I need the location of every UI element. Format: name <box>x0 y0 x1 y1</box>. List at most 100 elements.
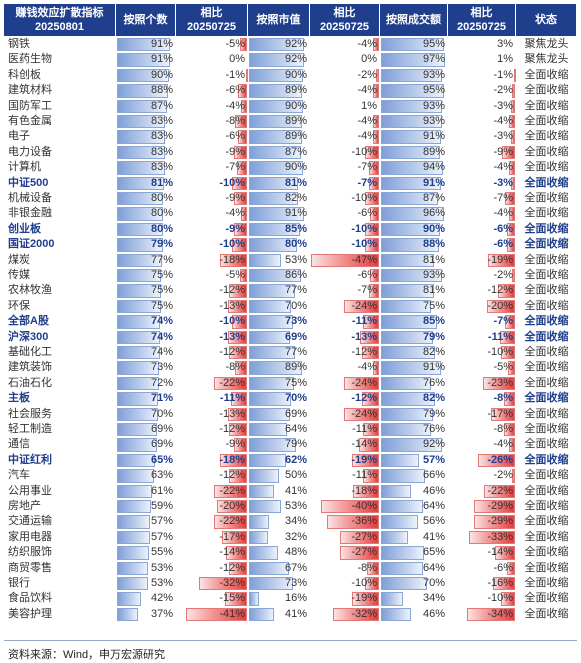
mcap-bar <box>249 192 299 206</box>
status-label: 全面收缩 <box>524 84 569 97</box>
status-label: 全面收缩 <box>524 500 569 512</box>
row-name: 房地产 <box>8 500 41 512</box>
count_chg-label: -6% <box>225 84 245 97</box>
count_chg-bar <box>221 530 247 545</box>
turnover_chg-bar <box>491 407 515 421</box>
source-note: 资料来源：Wind，申万宏源研究 <box>8 649 166 661</box>
count-bar <box>117 176 164 190</box>
mcap_chg-bar <box>373 84 379 98</box>
turnover-label: 85% <box>422 315 445 328</box>
count-bar <box>117 115 166 129</box>
turnover-label: 91% <box>422 176 445 189</box>
count-label: 81% <box>150 176 173 189</box>
count_chg-label: -14% <box>219 546 245 559</box>
turnover-label: 75% <box>422 299 445 312</box>
count-label: 53% <box>150 561 173 574</box>
turnover_chg-bar <box>486 299 515 314</box>
mcap_chg-label: -10% <box>351 145 377 158</box>
count_chg-label: -5% <box>225 38 245 50</box>
count-bar <box>117 330 160 344</box>
count_chg-bar <box>239 38 247 52</box>
mcap-label: 86% <box>284 269 307 281</box>
row-name: 全部A股 <box>8 315 49 328</box>
mcap-bar <box>249 346 296 360</box>
mcap_chg-bar <box>363 423 379 437</box>
count-label: 75% <box>150 284 173 297</box>
turnover_chg-bar <box>505 315 515 329</box>
turnover_chg-label: -5% <box>493 361 513 374</box>
column-header-3: 按照市值 <box>248 4 310 36</box>
mcap-bar <box>249 515 270 529</box>
table-row: 传媒 75% -5% 86% -6% 93% -2% 全面收缩 <box>4 268 577 283</box>
mcap-bar <box>249 407 291 421</box>
count-label: 57% <box>150 515 173 528</box>
count_chg-bar <box>238 84 247 98</box>
turnover-bar <box>381 53 446 67</box>
count-bar <box>117 438 158 452</box>
count-label: 91% <box>150 38 173 50</box>
status-label: 全面收缩 <box>524 330 569 343</box>
count_chg-label: -32% <box>219 577 245 589</box>
status-label: 全面收缩 <box>524 361 569 374</box>
table-row: 公用事业 61% -22% 41% -18% 46% -22% 全面收缩 <box>4 484 577 499</box>
turnover-label: 64% <box>422 500 445 512</box>
turnover_chg-label: -7% <box>493 192 513 204</box>
mcap-label: 41% <box>284 484 307 497</box>
status-label: 全面收缩 <box>524 68 569 81</box>
turnover_chg-label: 3% <box>497 38 513 50</box>
count_chg-bar <box>233 145 247 160</box>
mcap-bar <box>249 299 291 314</box>
mcap_chg-bar <box>344 407 379 421</box>
count-bar <box>117 53 170 67</box>
count-label: 73% <box>150 361 173 374</box>
count-bar <box>117 207 164 221</box>
count_chg-bar <box>226 546 247 560</box>
count-bar <box>117 222 164 237</box>
mcap_chg-bar <box>321 500 379 514</box>
status-label: 全面收缩 <box>524 453 569 466</box>
count_chg-bar <box>245 68 248 83</box>
count-bar <box>117 376 159 391</box>
turnover_chg-label: 1% <box>497 53 513 66</box>
turnover-label: 46% <box>422 484 445 497</box>
mcap-bar <box>249 376 294 391</box>
turnover-label: 76% <box>422 423 445 435</box>
turnover_chg-label: -26% <box>487 453 513 466</box>
column-header-line2: 20250725 <box>457 21 506 33</box>
table-row: 国证2000 79% -10% 80% -10% 88% -6% 全面收缩 <box>4 237 577 252</box>
turnover-bar <box>381 330 434 344</box>
count-bar <box>117 484 153 498</box>
turnover-label: 76% <box>422 376 445 389</box>
turnover-bar <box>381 253 435 267</box>
mcap-label: 90% <box>284 99 307 112</box>
mcap_chg-label: -7% <box>357 176 377 189</box>
column-header-5: 按照成交额 <box>380 4 448 36</box>
table-row: 中证500 81% -10% 81% -7% 91% -3% 全面收缩 <box>4 176 577 191</box>
turnover_chg-bar <box>505 192 515 206</box>
mcap_chg-label: -8% <box>357 561 377 574</box>
turnover_chg-label: -14% <box>487 546 513 559</box>
status-label: 全面收缩 <box>524 561 569 574</box>
turnover-bar <box>381 192 439 206</box>
count_chg-bar <box>227 299 247 314</box>
count-label: 37% <box>150 607 173 620</box>
count_chg-label: -8% <box>225 115 245 127</box>
turnover-bar <box>381 38 444 52</box>
status-label: 全面收缩 <box>524 484 569 497</box>
turnover-label: 34% <box>422 592 445 605</box>
turnover_chg-label: -9% <box>493 145 513 158</box>
turnover_chg-bar <box>499 330 515 344</box>
count_chg-bar <box>235 115 247 129</box>
count-bar <box>117 38 170 52</box>
turnover-bar <box>381 269 443 283</box>
column-header-2: 相比 20250725 <box>176 4 248 36</box>
count-label: 57% <box>150 530 173 543</box>
mcap_chg-label: -27% <box>351 530 377 543</box>
mcap-label: 77% <box>284 346 307 358</box>
mcap-label: 87% <box>284 145 307 158</box>
mcap_chg-bar <box>364 238 379 252</box>
mcap-label: 82% <box>284 192 307 204</box>
turnover-label: 96% <box>422 207 445 220</box>
count-bar <box>117 500 152 514</box>
turnover_chg-bar <box>507 361 515 375</box>
